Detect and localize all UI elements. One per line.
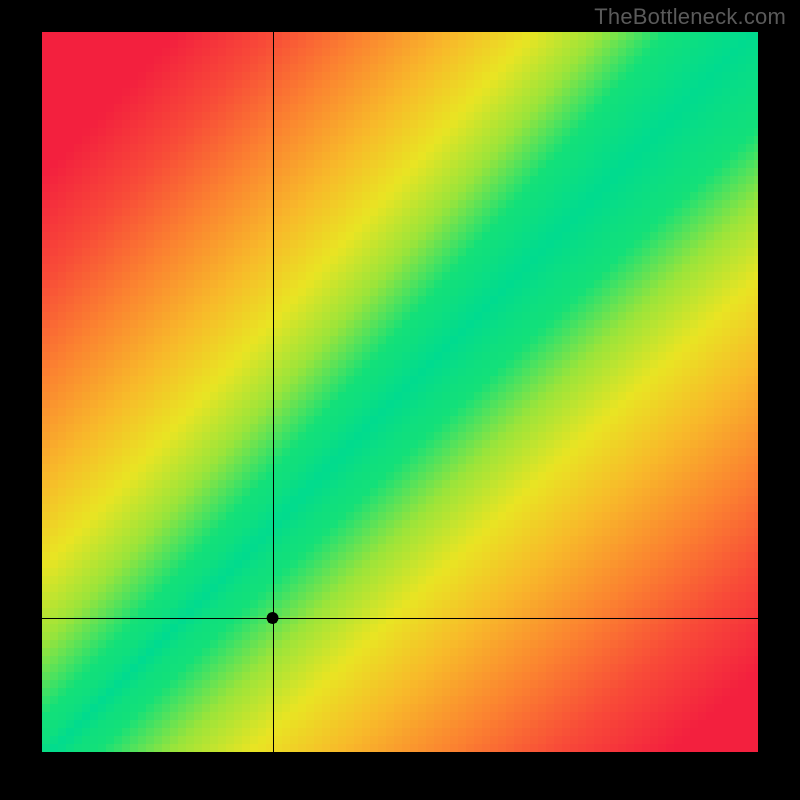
watermark-text: TheBottleneck.com [594, 4, 786, 30]
heatmap-chart [0, 0, 800, 800]
